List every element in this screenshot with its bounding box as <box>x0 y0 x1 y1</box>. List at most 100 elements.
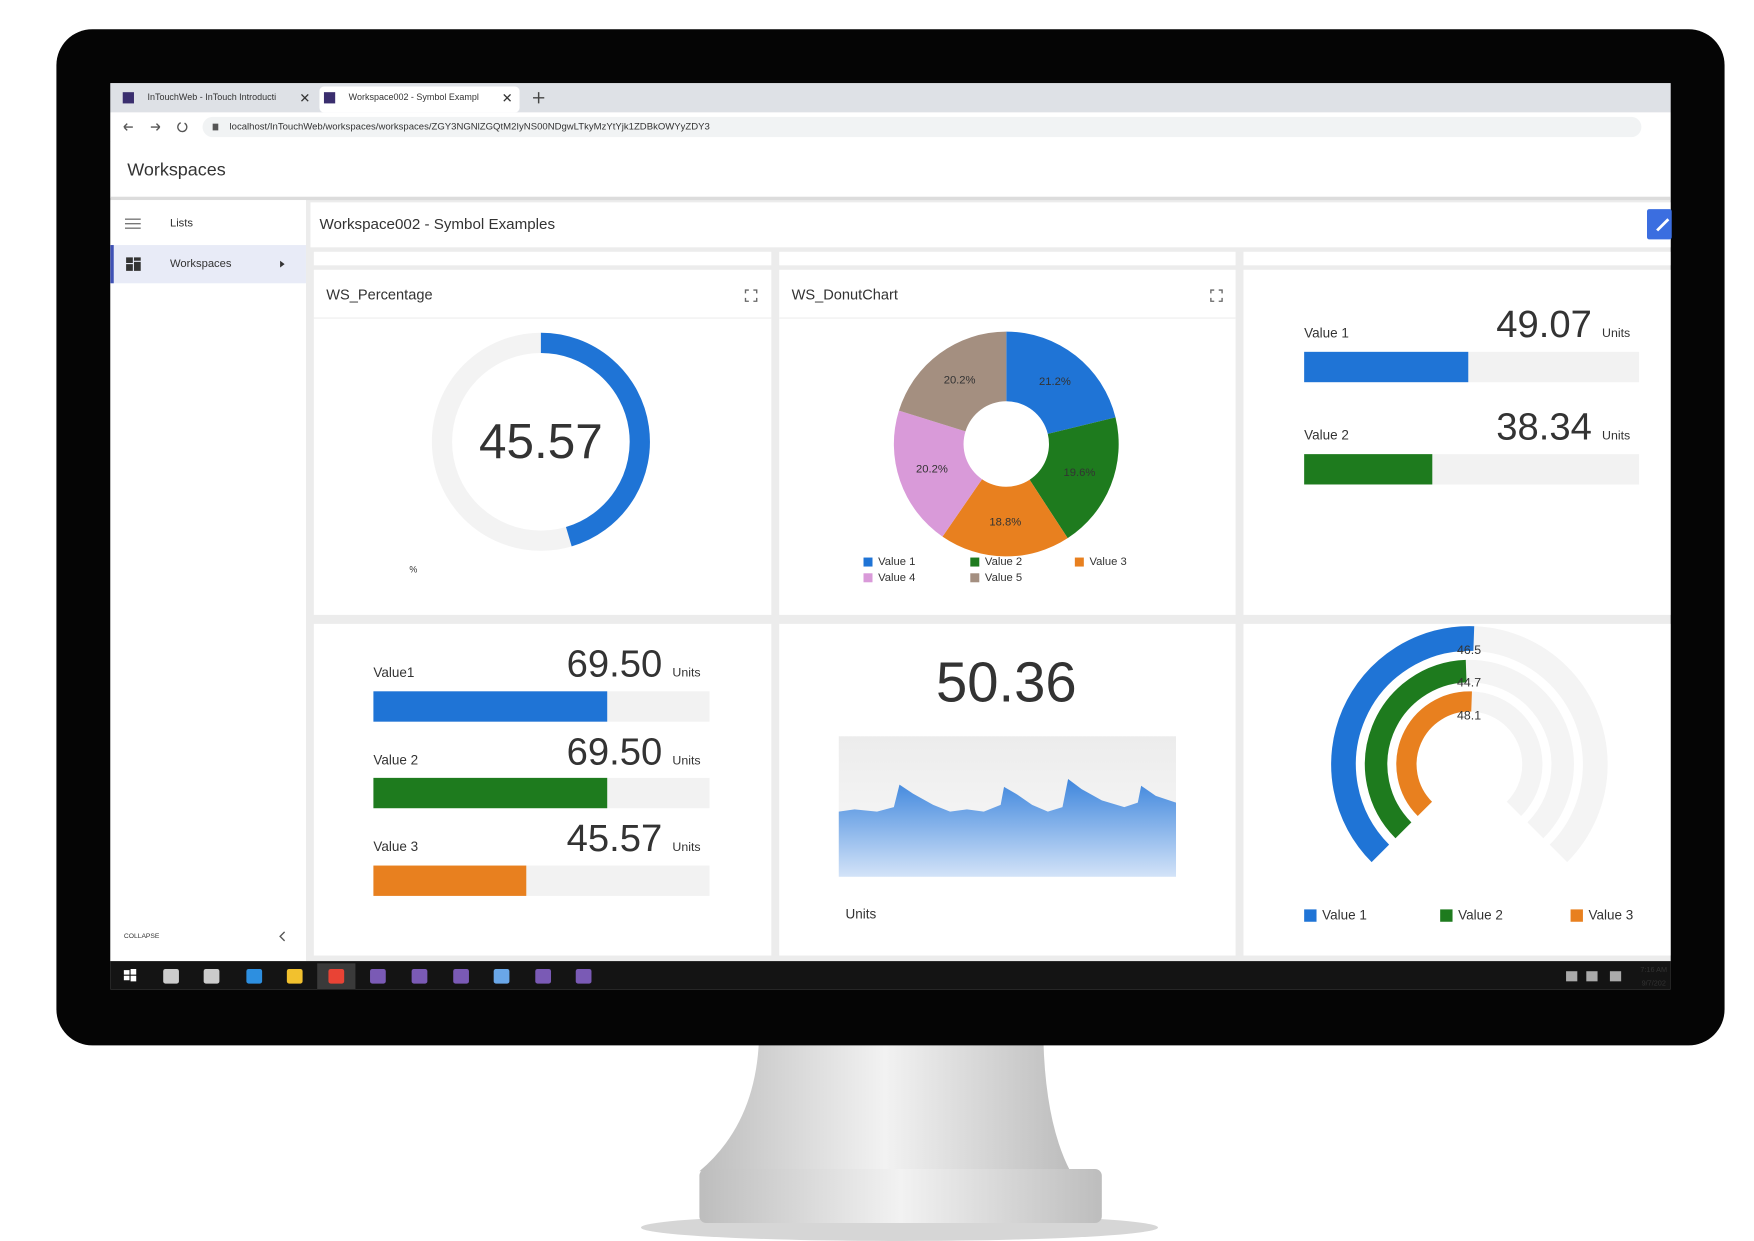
radial-label: 48.1 <box>1457 708 1481 722</box>
legend-swatch <box>1304 909 1317 922</box>
taskbar-icon[interactable] <box>203 968 220 984</box>
bar-fill <box>1304 351 1469 383</box>
tab-icon <box>122 92 134 104</box>
expand-icon[interactable] <box>744 289 758 302</box>
bar-value: 45.57 <box>567 817 663 860</box>
sidebar-selected[interactable] <box>110 245 306 284</box>
taskbar-icon[interactable] <box>575 968 592 984</box>
clock-time: 7:16 AM <box>1640 965 1667 974</box>
radial-arc <box>1396 691 1472 817</box>
tab-active[interactable] <box>319 86 520 113</box>
donut-slice <box>1006 331 1116 434</box>
donut-slice <box>898 331 1007 432</box>
tray-icon <box>1609 971 1622 982</box>
bar-value: 69.50 <box>567 730 663 773</box>
bar-label: Value1 <box>373 665 414 680</box>
bar-unit: Units <box>672 753 700 767</box>
bar-value: 69.50 <box>567 643 663 686</box>
stand-neck <box>699 1039 1071 1172</box>
bar-value: 38.34 <box>1496 405 1592 448</box>
tab-close[interactable] <box>503 93 512 102</box>
nav-icons[interactable] <box>123 123 161 131</box>
donut-label: 18.8% <box>989 517 1021 529</box>
menu-icon <box>124 218 141 229</box>
legend-label: Value 1 <box>878 556 915 568</box>
trend-value: 50.36 <box>936 651 1077 714</box>
clock-date: 9/7/202 <box>1642 979 1666 988</box>
sidebar-item[interactable]: Lists <box>170 218 193 230</box>
donut-slice <box>942 479 1068 557</box>
bar-label: Value 3 <box>373 839 418 854</box>
workspace-title: Workspace002 - Symbol Examples <box>319 216 555 233</box>
legend-label: Value 4 <box>878 572 915 584</box>
widget-title: WS_Percentage <box>326 287 432 303</box>
gauge-unit: % <box>409 564 417 574</box>
tray-icon <box>1586 971 1598 982</box>
url-field <box>202 116 1642 138</box>
edit-button[interactable] <box>1647 209 1672 240</box>
bar-unit: Units <box>672 666 700 680</box>
radial-arc <box>1364 659 1467 839</box>
taskbar-icon[interactable] <box>370 968 386 984</box>
trend-unit: Units <box>846 907 877 922</box>
bar-value: 49.07 <box>1496 303 1592 346</box>
card <box>779 269 1236 615</box>
bar-unit: Units <box>1602 326 1630 340</box>
card <box>313 251 772 266</box>
card <box>1243 251 1671 266</box>
legend-swatch <box>1440 909 1453 922</box>
stand-base <box>699 1169 1102 1224</box>
app-header <box>110 141 1671 198</box>
bar-label: Value 2 <box>373 753 418 768</box>
sidebar <box>110 200 306 962</box>
bar-unit: Units <box>672 840 700 854</box>
gauge-arc <box>540 332 650 547</box>
legend-swatch <box>1074 557 1084 567</box>
taskbar-icon[interactable] <box>535 968 552 984</box>
radial-label: 44.7 <box>1457 676 1481 690</box>
donut-slice <box>893 410 983 537</box>
taskbar-icon[interactable] <box>286 968 303 984</box>
submenu-arrow <box>280 260 285 268</box>
bar-label: Value 2 <box>1304 428 1349 443</box>
legend-label: Value 2 <box>1458 908 1503 923</box>
tray-icon <box>1566 971 1578 982</box>
legend-swatch <box>863 557 873 567</box>
bar-unit: Units <box>1602 428 1630 442</box>
radial-arc <box>1331 626 1475 863</box>
bar-fill <box>373 777 608 809</box>
lock-icon <box>212 123 219 131</box>
collapse-arrow[interactable] <box>279 931 286 942</box>
edit-icon <box>1656 218 1670 232</box>
tab-icon <box>323 92 336 104</box>
legend-label: Value 5 <box>985 572 1022 584</box>
tab-title[interactable]: Workspace002 - Symbol Exampl <box>349 92 479 102</box>
bar-fill <box>373 865 527 896</box>
sidebar-item[interactable]: Workspaces <box>170 258 232 270</box>
legend-swatch <box>1570 909 1583 922</box>
taskbar-icon[interactable] <box>328 968 345 984</box>
expand-icon[interactable] <box>1210 289 1223 302</box>
bar-fill <box>1304 454 1433 485</box>
taskbar-icon[interactable] <box>493 968 510 984</box>
start-button <box>123 968 137 982</box>
workspace-icon <box>126 257 141 271</box>
card <box>313 269 772 615</box>
legend-label: Value 2 <box>985 556 1022 568</box>
legend-swatch <box>970 557 980 567</box>
legend-label: Value 3 <box>1589 908 1634 923</box>
donut-label: 20.2% <box>916 464 948 476</box>
taskbar-icon[interactable] <box>453 968 469 984</box>
tab-close[interactable] <box>300 93 309 102</box>
collapse-label[interactable]: COLLAPSE <box>124 933 160 940</box>
title-bar <box>310 202 1671 248</box>
taskbar-icon[interactable] <box>411 968 428 984</box>
taskbar-icon[interactable] <box>163 968 179 984</box>
reload-icon[interactable] <box>177 122 188 133</box>
tab-title[interactable]: InTouchWeb - InTouch Introducti <box>147 92 276 102</box>
trend-area <box>838 778 1177 877</box>
new-tab[interactable] <box>533 92 545 104</box>
card <box>779 251 1236 266</box>
taskbar-icon[interactable] <box>246 968 263 984</box>
